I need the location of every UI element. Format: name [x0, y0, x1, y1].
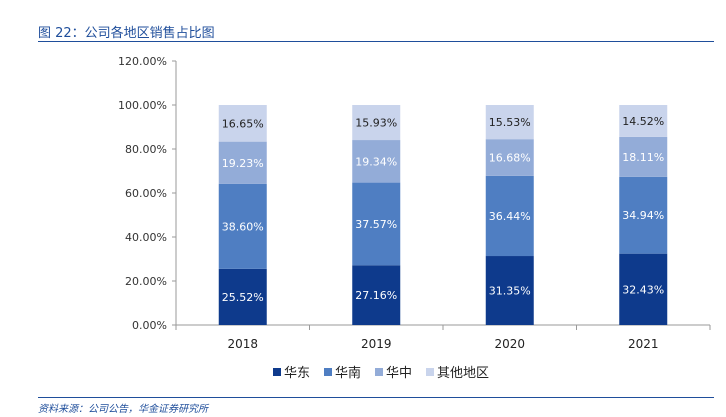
- bar-segment: [619, 105, 668, 137]
- source-rule: [38, 397, 714, 398]
- legend: 华东 华南 华中 其他地区: [273, 365, 489, 381]
- bar-segment: [218, 268, 267, 325]
- bar-segment: [352, 105, 401, 141]
- y-tick-label: 120.00%: [118, 55, 167, 68]
- bar-segment: [485, 139, 534, 176]
- data-label: 38.60%: [222, 220, 264, 233]
- bar-segment: [619, 176, 668, 254]
- bar-segment: [619, 136, 668, 177]
- y-tick-label: 100.00%: [118, 99, 167, 112]
- legend-swatch: [426, 368, 434, 376]
- data-label: 37.57%: [355, 218, 397, 231]
- legend-swatch: [273, 368, 281, 376]
- data-label: 16.68%: [489, 152, 531, 165]
- bars: 25.52% 38.60% 19.23% 16.65% 27.16% 37.57% 19.3…: [218, 105, 668, 325]
- y-tick-label: 0.00%: [132, 319, 167, 332]
- figure-title: 图 22：公司各地区销售占比图: [38, 26, 215, 41]
- data-label: 18.11%: [622, 151, 664, 164]
- source-note: 资料来源：公司公告，华金证券研究所: [38, 404, 208, 415]
- x-tick-label: 2021: [628, 337, 659, 351]
- data-label: 14.52%: [622, 115, 664, 128]
- data-label: 19.23%: [222, 157, 264, 170]
- legend-swatch: [324, 368, 332, 376]
- bar-segment: [352, 140, 401, 183]
- y-tick-label: 20.00%: [125, 275, 167, 288]
- data-label: 16.65%: [222, 117, 264, 130]
- bar-segment: [352, 182, 401, 266]
- y-tick-label: 60.00%: [125, 187, 167, 200]
- bar-segment: [485, 105, 534, 140]
- bar-segment: [619, 253, 668, 325]
- bar-segment: [218, 141, 267, 184]
- y-axis: 0.00% 20.00% 40.00% 60.00% 80.00% 100.00% 120.…: [118, 55, 177, 332]
- legend-label: 华东: [284, 366, 310, 381]
- data-label: 31.35%: [489, 285, 531, 298]
- x-tick-label: 2018: [227, 337, 258, 351]
- legend-label: 华南: [335, 365, 361, 381]
- data-label: 15.53%: [489, 116, 531, 129]
- data-label: 25.52%: [222, 291, 264, 304]
- data-label: 32.43%: [622, 283, 664, 296]
- bar-segment: [352, 265, 401, 325]
- data-label: 36.44%: [489, 210, 531, 223]
- legend-swatch: [375, 368, 383, 376]
- data-label: 34.94%: [622, 209, 664, 222]
- legend-label: 华中: [386, 366, 412, 381]
- data-label: 19.34%: [355, 155, 397, 168]
- y-tick-label: 80.00%: [125, 143, 167, 156]
- x-axis: 2018 2019 2020 2021: [175, 324, 711, 351]
- bar-segment: [218, 105, 267, 142]
- x-tick-label: 2019: [361, 337, 392, 351]
- bar-segment: [485, 256, 534, 325]
- y-tick-label: 40.00%: [125, 231, 167, 244]
- bar-segment: [218, 183, 267, 269]
- bar-segment: [485, 175, 534, 257]
- data-label: 15.93%: [355, 117, 397, 130]
- x-tick-label: 2020: [494, 337, 525, 351]
- title-rule: [38, 41, 714, 42]
- legend-label: 其他地区: [437, 366, 489, 381]
- data-label: 27.16%: [355, 289, 397, 302]
